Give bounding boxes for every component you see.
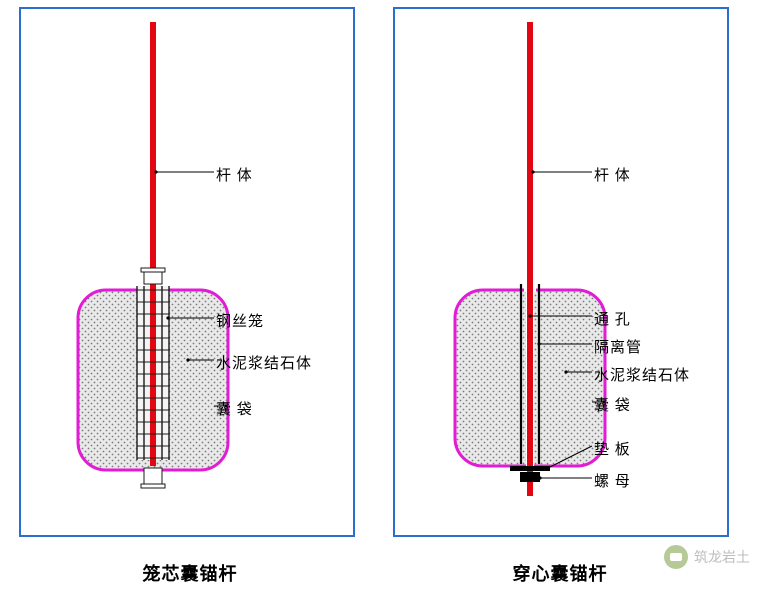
cage-plug-bottom (144, 468, 162, 484)
right-label-hole: 通 孔 (594, 308, 631, 329)
page-root: 杆 体钢丝笼水泥浆结石体囊 袋杆 体通 孔隔离管水泥浆结石体囊 袋垫 板螺 母 … (0, 0, 760, 597)
left-label-stone: 水泥浆结石体 (216, 352, 312, 373)
left-label-rod: 杆 体 (216, 164, 253, 185)
right-label-bag: 囊 袋 (594, 394, 631, 415)
diagram-svg (0, 0, 760, 597)
cage-plug-top (144, 272, 162, 284)
right-label-tube: 隔离管 (594, 336, 642, 357)
right-label-stone: 水泥浆结石体 (594, 364, 690, 385)
pad-plate (510, 466, 550, 471)
right-label-rod: 杆 体 (594, 164, 631, 185)
left-label-bag: 囊 袋 (216, 398, 253, 419)
wechat-icon (664, 545, 688, 569)
right-label-pad: 垫 板 (594, 438, 631, 459)
left-label-cage: 钢丝笼 (216, 310, 264, 331)
watermark: 筑龙岩土 (664, 545, 750, 569)
nut (520, 472, 540, 482)
caption-right: 穿心囊锚杆 (460, 560, 660, 586)
caption-left: 笼芯囊锚杆 (90, 560, 290, 586)
right-label-nut: 螺 母 (594, 470, 631, 491)
watermark-text: 筑龙岩土 (694, 547, 750, 567)
